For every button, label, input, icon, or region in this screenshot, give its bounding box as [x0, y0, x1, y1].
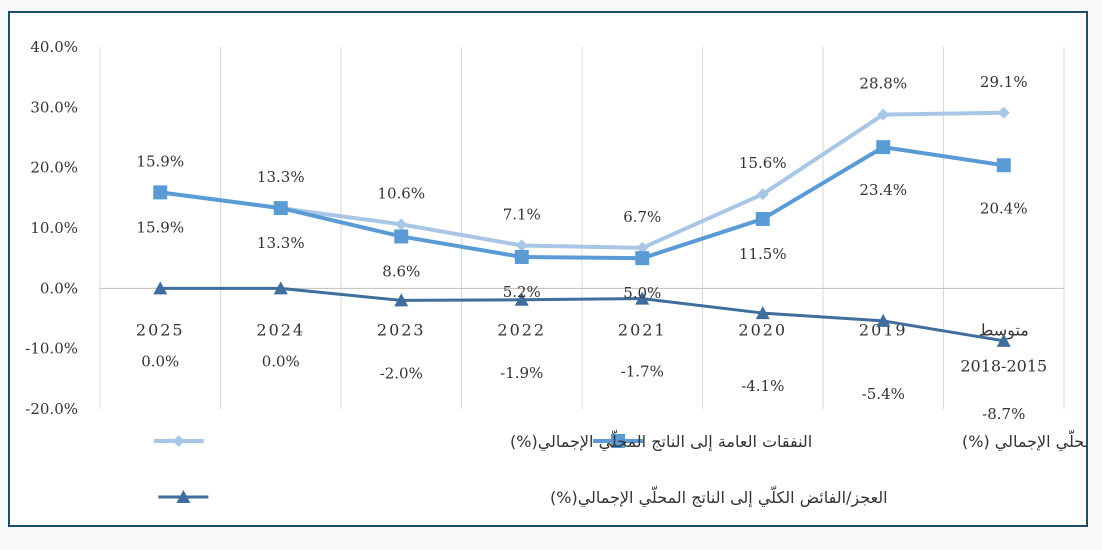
category-label: متوسط 2018-2015 [960, 320, 1047, 375]
chart-frame: 40.0% 30.0% 20.0% 10.0% 0.0% -10.0% -20.0% متوس… [8, 11, 1088, 527]
expenditure-data-label: 15.6% [739, 154, 787, 172]
category-label-line: 2022 [497, 320, 546, 339]
y-tick-label: 30.0% [30, 98, 78, 116]
revenue-point [635, 251, 650, 266]
balance-point [876, 313, 891, 327]
category-label-line: 2019 [859, 320, 908, 339]
revenue-point [755, 211, 770, 226]
balance-point [755, 306, 770, 320]
revenue-point [876, 140, 891, 155]
legend-label: النفقات العامة إلى الناتج المحلّي الإجما… [510, 428, 812, 452]
expenditure-data-label: 10.6% [377, 184, 425, 202]
line-chart: 40.0% 30.0% 20.0% 10.0% 0.0% -10.0% -20.0% متوس… [25, 38, 1086, 508]
expenditure-data-label: 29.1% [980, 73, 1028, 91]
balance-point [514, 292, 529, 306]
y-tick-label: -10.0% [25, 340, 78, 358]
category-label-line: 2018-2015 [960, 356, 1047, 375]
expenditure-point [395, 218, 408, 231]
expenditure-data-label: 7.1% [503, 205, 541, 223]
category-label: 2021 [618, 320, 667, 339]
revenue-point [514, 249, 529, 264]
revenue-point [153, 185, 168, 200]
revenue-data-label: 15.9% [136, 218, 184, 236]
balance-data-label: -8.7% [982, 405, 1025, 423]
y-tick-label: -20.0% [25, 400, 78, 418]
y-tick-label: 10.0% [30, 219, 78, 237]
revenue-series-line [159, 145, 1005, 261]
category-label: 2019 [859, 320, 908, 339]
revenue-data-label: 5.0% [623, 284, 661, 302]
y-tick-label: 20.0% [30, 159, 78, 177]
expenditure-data-label: 13.3% [257, 168, 305, 186]
revenue-data-label: 23.4% [859, 181, 907, 199]
category-label-line: 2020 [738, 320, 787, 339]
revenue-data-label: 5.2% [503, 283, 541, 301]
legend-label: الإيرادات العامة إلى الناتج المحلّي الإج… [962, 428, 1086, 452]
balance-data-label: 0.0% [141, 352, 179, 370]
balance-point [996, 333, 1011, 347]
expenditure-point [515, 239, 528, 252]
revenue-data-label: 11.5% [739, 245, 787, 263]
revenue-data-label: 13.3% [257, 234, 305, 252]
balance-point [394, 293, 409, 307]
balance-data-label: -1.9% [500, 364, 543, 382]
expenditure-point [997, 106, 1010, 119]
expenditure-point [636, 241, 649, 254]
category-label-line: 2025 [136, 320, 185, 339]
category-label-line: 2021 [618, 320, 667, 339]
expenditure-data-label: 28.8% [859, 75, 907, 93]
balance-point [635, 291, 650, 305]
balance-data-label: -1.7% [621, 363, 664, 381]
balance-data-label: -5.4% [862, 385, 905, 403]
y-tick-label: 0.0% [40, 279, 78, 297]
legend-marker [176, 490, 191, 503]
revenue-point [394, 229, 409, 244]
balance-point [153, 281, 168, 295]
expenditure-point [877, 108, 890, 121]
revenue-data-label: 8.6% [382, 262, 420, 280]
category-label: 2023 [377, 320, 426, 339]
revenue-point [273, 201, 288, 216]
expenditure-data-label: 15.9% [136, 152, 184, 170]
expenditure-data-label: 6.7% [623, 208, 661, 226]
balance-data-label: -2.0% [380, 364, 423, 382]
revenue-point [996, 158, 1011, 173]
revenue-data-label: 20.4% [980, 199, 1028, 217]
legend-marker [172, 435, 185, 447]
legend-marker [611, 434, 626, 448]
category-label-line: متوسط [979, 320, 1029, 339]
category-label: 2025 [136, 320, 185, 339]
category-label: 2024 [256, 320, 305, 339]
balance-series-line [160, 286, 1004, 343]
category-label: 2022 [497, 320, 546, 339]
category-label-line: 2024 [256, 320, 305, 339]
category-label: 2020 [738, 320, 787, 339]
category-label-line: 2023 [377, 320, 426, 339]
y-tick-label: 40.0% [30, 38, 78, 56]
balance-data-label: 0.0% [262, 352, 300, 370]
expenditure-point [756, 188, 769, 201]
legend-label: العجز/الفائض الكلّي إلى الناتج المحلّي ا… [550, 484, 888, 508]
balance-point [273, 281, 288, 295]
balance-data-label: -4.1% [741, 377, 784, 395]
